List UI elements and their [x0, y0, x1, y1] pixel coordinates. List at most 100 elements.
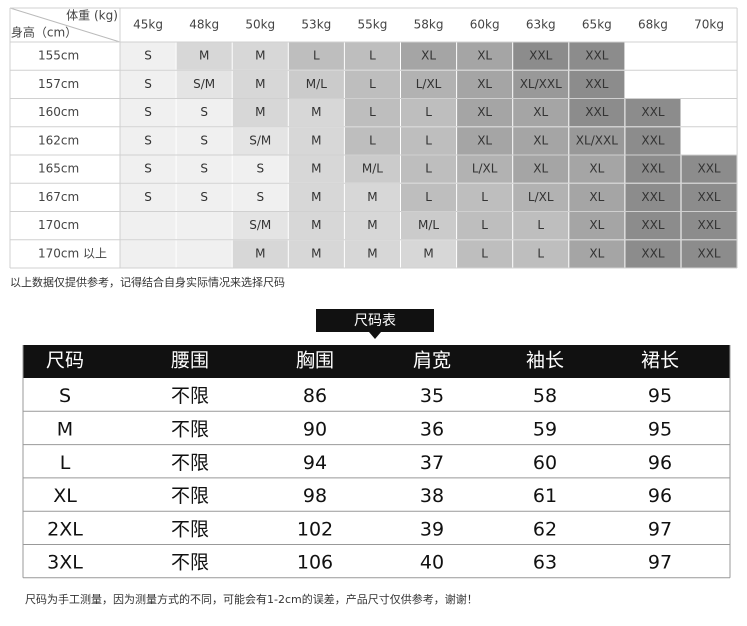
size-cell: XL — [477, 133, 492, 147]
column-header: 胸围 — [296, 350, 334, 372]
weight-header: 体重 (kg) — [66, 9, 118, 23]
cell — [232, 155, 288, 183]
size-cell: XXL — [529, 49, 552, 63]
size-cell: S — [144, 105, 152, 119]
cell — [344, 240, 400, 268]
guide-note: 以上数据仅提供参考，记得结合自身实际情况来选择尺码 — [10, 275, 285, 289]
cell — [176, 155, 232, 183]
size-cell: XXL — [641, 246, 664, 260]
height-label: 165cm — [38, 162, 79, 176]
weight-label: 60kg — [470, 18, 500, 32]
cell — [232, 183, 288, 211]
chart-cell: 61 — [533, 485, 557, 507]
cell — [569, 70, 625, 98]
chart-cell: 39 — [420, 518, 444, 540]
cell — [344, 155, 400, 183]
size-cell: S/M — [249, 218, 271, 232]
cell — [120, 99, 176, 127]
size-cell: S — [256, 190, 264, 204]
height-label: 157cm — [38, 77, 79, 91]
size-cell: XL — [421, 49, 436, 63]
size-cell: M — [423, 246, 433, 260]
cell — [288, 70, 344, 98]
cell — [120, 183, 176, 211]
cell — [288, 42, 344, 70]
cell — [681, 212, 737, 240]
chart-cell: XL — [53, 485, 77, 507]
weight-label: 58kg — [414, 18, 444, 32]
weight-label: 63kg — [526, 18, 556, 32]
size-cell: L — [425, 190, 432, 204]
cell — [288, 240, 344, 268]
size-cell: XXL — [585, 105, 608, 119]
cell — [344, 42, 400, 70]
chart-cell: 不限 — [171, 452, 209, 474]
size-cell: XL — [589, 246, 604, 260]
tables: 45kg 48kg 50kg 53kg 55kg 58kg 60kg 63kg 65kg 68kg… — [9, 7, 738, 579]
cell — [176, 240, 232, 268]
size-cell: S — [144, 77, 152, 91]
chart-cell: 96 — [648, 452, 672, 474]
size-cell: L — [481, 218, 488, 232]
weight-label: 53kg — [301, 18, 331, 32]
size-cell: XXL — [641, 133, 664, 147]
size-cell: S — [144, 162, 152, 176]
chart-title: 尺码表 — [354, 313, 396, 329]
size-cell: M — [367, 218, 377, 232]
size-cell: XL — [589, 218, 604, 232]
size-cell: S/M — [249, 133, 271, 147]
cell — [344, 99, 400, 127]
title-box — [316, 309, 434, 332]
cell — [344, 183, 400, 211]
size-cell: M — [311, 162, 321, 176]
size-cell: L/XL — [472, 162, 498, 176]
cell — [457, 127, 513, 155]
cell — [625, 183, 681, 211]
size-cell: XL — [533, 162, 548, 176]
size-cell: M — [367, 246, 377, 260]
chart-cell: 35 — [420, 385, 444, 407]
size-cell: M/L — [306, 77, 327, 91]
cell — [401, 99, 457, 127]
cell — [401, 42, 457, 70]
cell — [401, 70, 457, 98]
size-cell: XXL — [697, 246, 720, 260]
cell — [120, 70, 176, 98]
size-cell: L — [369, 49, 376, 63]
weight-label: 70kg — [694, 18, 724, 32]
chart-cell: 2XL — [47, 518, 83, 540]
size-cell: XXL — [641, 218, 664, 232]
size-cell: M — [255, 105, 265, 119]
height-label: 155cm — [38, 49, 79, 63]
size-cell: S/M — [193, 77, 215, 91]
size-cell: L — [425, 133, 432, 147]
size-cell: S — [200, 190, 208, 204]
chart-cell: 97 — [648, 518, 672, 540]
size-cell: L — [369, 133, 376, 147]
cell — [401, 240, 457, 268]
cell — [232, 240, 288, 268]
weight-label: 45kg — [133, 18, 163, 32]
chart-cell: 40 — [420, 552, 444, 574]
cell — [288, 212, 344, 240]
size-cell: XL — [589, 190, 604, 204]
cell — [569, 155, 625, 183]
size-cell: L — [481, 246, 488, 260]
cell — [569, 127, 625, 155]
column-header: 尺码 — [46, 350, 84, 372]
size-cell: XL — [477, 105, 492, 119]
height-label: 170cm — [38, 218, 79, 232]
chart-cell: 98 — [303, 485, 327, 507]
chart-cell: M — [57, 418, 73, 440]
cell — [569, 99, 625, 127]
column-header: 袖长 — [526, 350, 564, 372]
chart-cell: L — [60, 452, 71, 474]
cell — [625, 240, 681, 268]
chart-cell: 36 — [420, 418, 444, 440]
size-cell: S — [200, 105, 208, 119]
cell — [457, 240, 513, 268]
cell — [120, 42, 176, 70]
cell — [401, 212, 457, 240]
size-cell: M — [311, 133, 321, 147]
title-pointer — [369, 332, 381, 339]
